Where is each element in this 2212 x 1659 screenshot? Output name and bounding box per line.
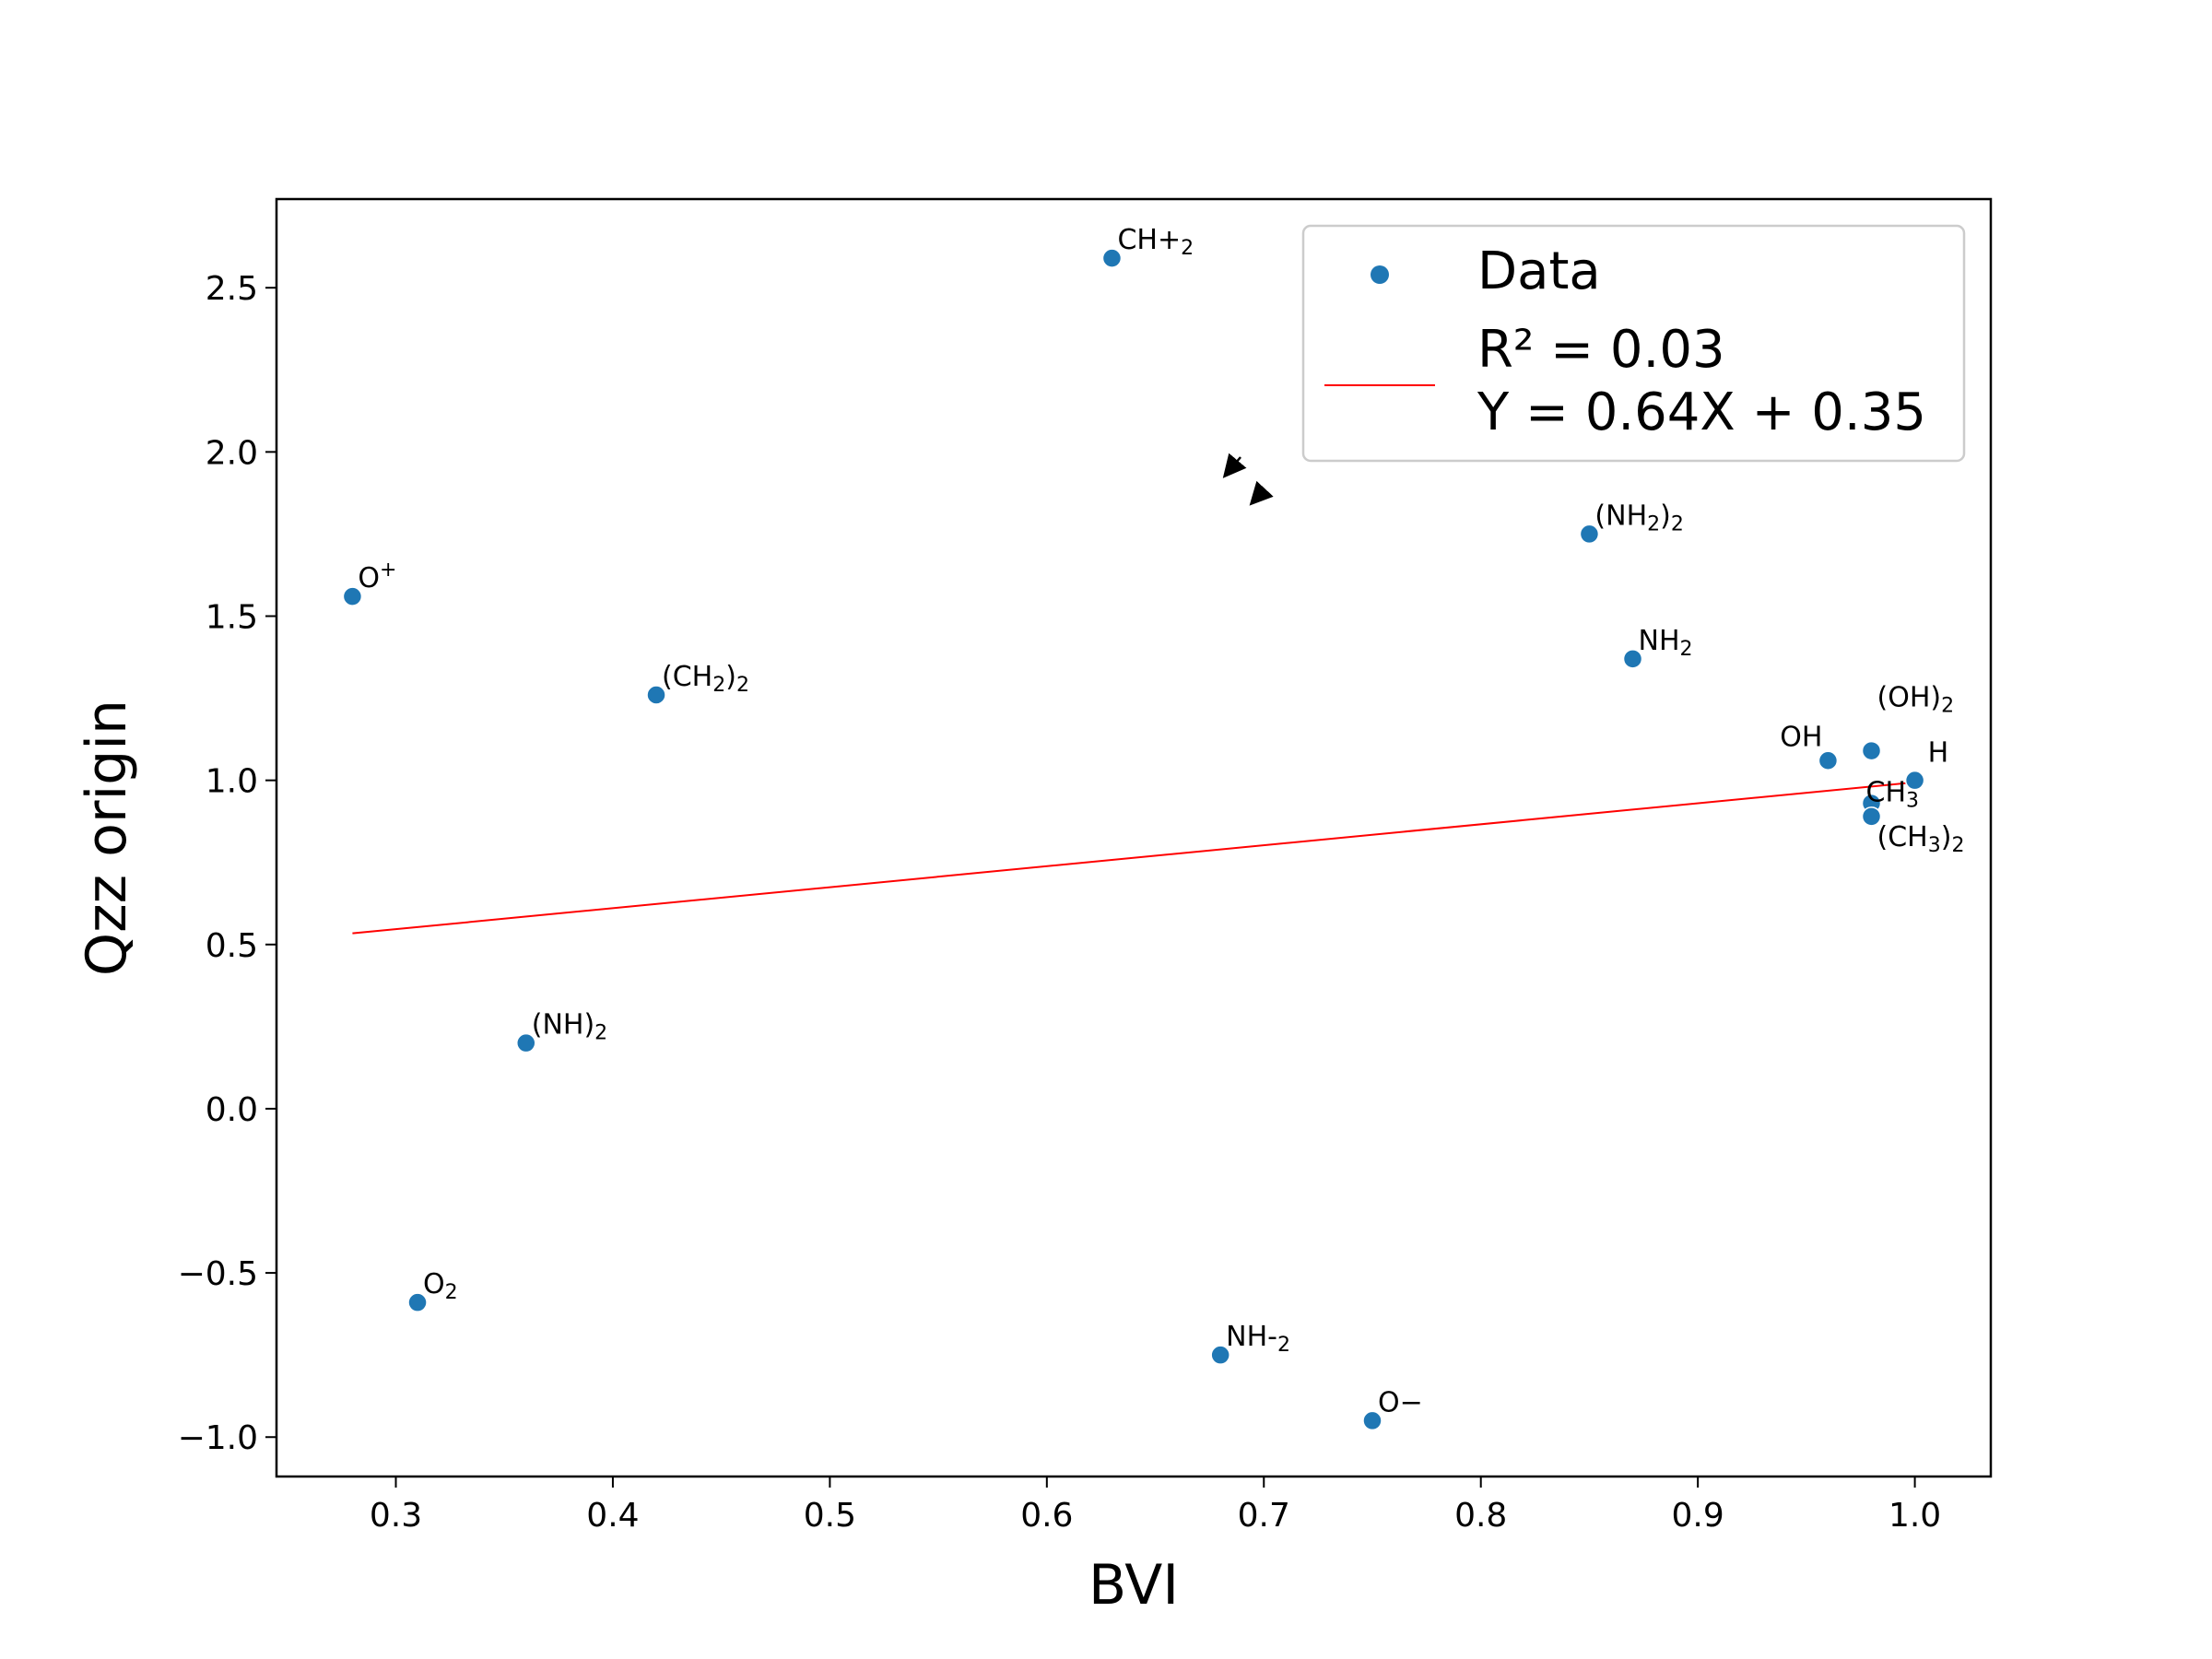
point-label-subscript: 2 [1951, 834, 1964, 857]
point-label-text: ) [725, 661, 736, 693]
point-labels-layer: O+O2(NH)2(CH2)2CH+2NH-2O−(NH2)2NH2OH(OH)… [358, 224, 1964, 1418]
point-label: NH-2 [1226, 1321, 1290, 1357]
point-label-text: O [423, 1268, 445, 1300]
point-label-text: (NH) [532, 1009, 594, 1041]
data-point [1861, 806, 1882, 827]
point-label-text: (OH) [1877, 682, 1942, 714]
point-label: O+ [358, 559, 396, 594]
y-axis-title: Qzz origin [75, 700, 139, 976]
point-label: OH [1780, 721, 1822, 753]
point-label-text: CH [1866, 777, 1907, 809]
point-label: (NH)2 [532, 1009, 607, 1045]
point-label: (NH2)2 [1594, 500, 1683, 535]
data-point [1210, 1345, 1230, 1365]
data-point [1622, 649, 1643, 669]
point-label-text: (CH [662, 661, 712, 693]
point-label-subscript: 2 [1647, 512, 1660, 535]
point-label: (OH)2 [1877, 682, 1955, 718]
annotation-arrow [1222, 453, 1247, 478]
data-point [1861, 740, 1882, 761]
x-tick-label: 0.9 [1672, 1497, 1724, 1535]
data-point [342, 586, 363, 606]
point-label-subscript: 2 [1680, 638, 1693, 661]
fit-line-layer [352, 781, 1915, 935]
point-label-text: OH [1780, 721, 1822, 753]
data-point [407, 1292, 428, 1312]
legend-label-equation: Y = 0.64X + 0.35 [1477, 382, 1926, 442]
point-label-subscript: 2 [712, 674, 725, 697]
x-tick-label: 0.6 [1020, 1497, 1073, 1535]
point-label-subscript: 2 [1181, 237, 1194, 260]
x-axis-title: BVI [1088, 1553, 1179, 1618]
y-tick-label: −1.0 [178, 1419, 258, 1457]
point-label-text: CH+ [1117, 224, 1181, 256]
x-tick-label: 0.8 [1454, 1497, 1507, 1535]
point-label-subscript: 2 [1941, 695, 1954, 718]
legend: Data R² = 0.03 Y = 0.64X + 0.35 [1301, 224, 1966, 463]
data-point [1362, 1410, 1382, 1431]
point-label-subscript: 3 [1906, 790, 1919, 813]
x-axis: 0.3 0.4 0.5 0.6 0.7 0.8 0.9 1.0 [370, 1477, 1941, 1535]
legend-marker-data [1371, 265, 1389, 284]
point-label: O2 [423, 1268, 458, 1304]
data-point [1101, 248, 1123, 268]
y-tick-label: 2.0 [206, 434, 258, 472]
data-point [646, 685, 666, 705]
x-tick-label: 1.0 [1888, 1497, 1941, 1535]
annotation-arrow [1249, 480, 1274, 506]
x-tick-label: 0.3 [370, 1497, 422, 1535]
point-label-text: (NH [1594, 500, 1647, 532]
legend-label-data: Data [1477, 241, 1601, 301]
point-label: NH2 [1639, 625, 1693, 661]
data-point [1579, 524, 1600, 545]
legend-box [1301, 224, 1966, 463]
fit-line [352, 781, 1915, 935]
point-label-text: ) [1660, 500, 1671, 532]
y-axis: −1.0 −0.5 0.0 0.5 1.0 1.5 2.0 2.5 [178, 270, 276, 1457]
point-label-subscript: 2 [1671, 512, 1684, 535]
x-tick-label: 0.4 [586, 1497, 639, 1535]
legend-label-r2: R² = 0.03 [1477, 320, 1725, 380]
point-label: (CH2)2 [662, 661, 749, 697]
point-label: CH+2 [1117, 224, 1194, 260]
y-tick-label: 1.0 [206, 763, 258, 801]
point-label-text: NH- [1226, 1321, 1277, 1353]
data-point [516, 1032, 536, 1053]
y-tick-label: 1.5 [206, 598, 258, 636]
point-label-subscript: 2 [1277, 1334, 1290, 1357]
x-tick-label: 0.7 [1238, 1497, 1290, 1535]
point-label: CH3 [1866, 777, 1920, 813]
point-label: (CH3)2 [1877, 821, 1965, 857]
point-label-subscript: 2 [445, 1281, 458, 1304]
point-label-text: O [358, 562, 380, 594]
point-label: H [1928, 737, 1949, 770]
point-label-subscript: 2 [594, 1022, 607, 1045]
point-label: O− [1378, 1386, 1423, 1418]
y-tick-label: 2.5 [206, 270, 258, 308]
point-label-superscript: + [380, 559, 396, 582]
point-label-text: NH [1639, 625, 1680, 657]
x-tick-label: 0.5 [804, 1497, 856, 1535]
point-label-subscript: 2 [736, 674, 749, 697]
point-label-text: O− [1378, 1386, 1423, 1418]
y-tick-label: 0.5 [206, 927, 258, 965]
point-label-text: (CH [1877, 821, 1928, 853]
points-layer [342, 248, 1925, 1431]
point-label-text: H [1928, 737, 1949, 770]
data-point [1904, 770, 1925, 791]
data-point [1818, 750, 1839, 771]
point-label-text: ) [1941, 821, 1952, 853]
y-tick-label: 0.0 [206, 1091, 258, 1129]
point-label-subscript: 3 [1928, 834, 1941, 857]
y-tick-label: −0.5 [178, 1255, 258, 1293]
